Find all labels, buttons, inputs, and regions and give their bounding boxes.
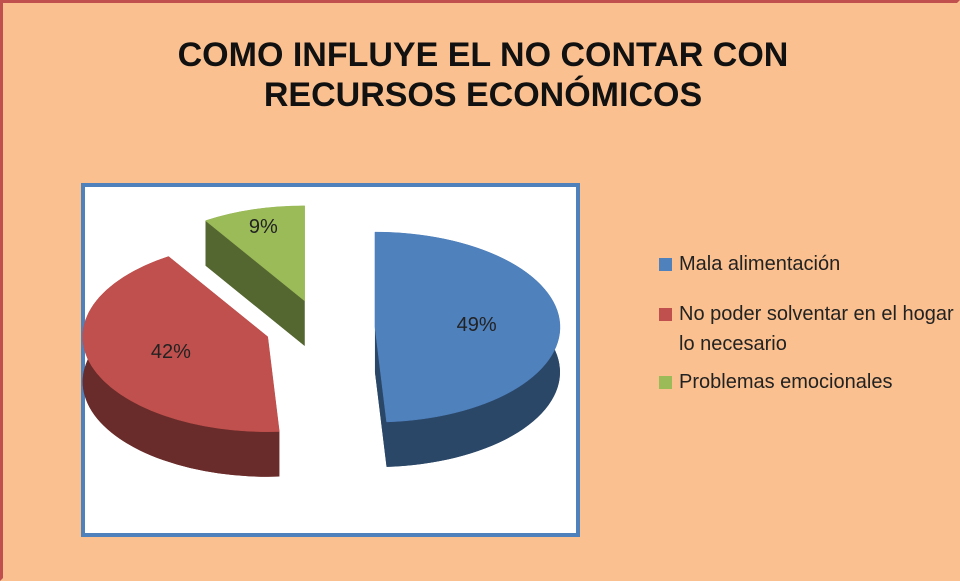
slice bbox=[374, 231, 561, 423]
slice bbox=[205, 205, 305, 302]
legend-item: No poder solventar en el hogar lo necesa… bbox=[659, 299, 959, 359]
legend-label: Mala alimentación bbox=[679, 253, 841, 275]
legend-label: Problemas emocionales bbox=[679, 371, 893, 393]
legend-swatch bbox=[659, 376, 672, 389]
legend-swatch bbox=[659, 308, 672, 321]
slice-wall bbox=[374, 327, 387, 467]
data-label: 9% bbox=[249, 216, 278, 238]
legend-item: Mala alimentación bbox=[659, 249, 959, 279]
legend-item: Problemas emocionales bbox=[659, 367, 959, 397]
chart-title: COMO INFLUYE EL NO CONTAR CON RECURSOS E… bbox=[177, 36, 789, 114]
data-label: 49% bbox=[457, 314, 497, 336]
slice bbox=[82, 256, 280, 432]
data-label: 42% bbox=[151, 341, 191, 363]
legend-swatch bbox=[659, 258, 672, 271]
legend: Mala alimentación No poder solventar en e… bbox=[659, 249, 959, 417]
legend-label: No poder solventar en el hogar lo necesa… bbox=[679, 303, 954, 355]
